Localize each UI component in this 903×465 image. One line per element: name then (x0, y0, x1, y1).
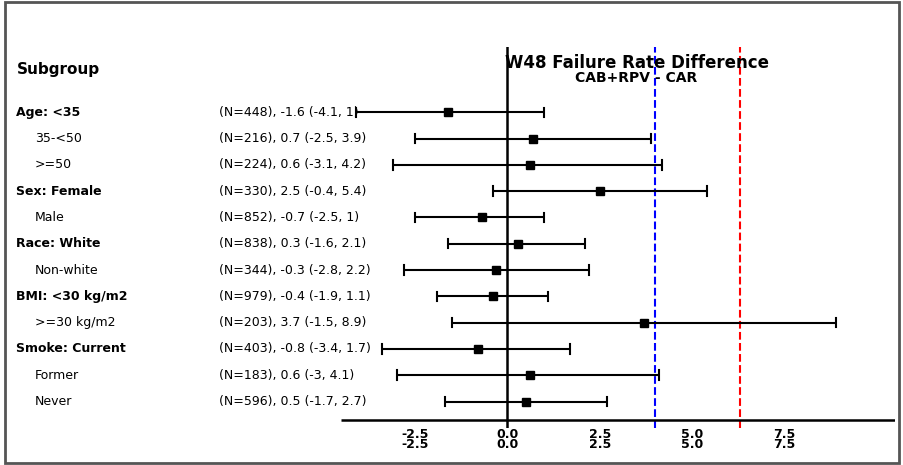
Text: (N=448), -1.6 (-4.1, 1): (N=448), -1.6 (-4.1, 1) (219, 106, 358, 119)
Text: CAB+RPV - CAR: CAB+RPV - CAR (575, 72, 697, 86)
Text: (N=216), 0.7 (-2.5, 3.9): (N=216), 0.7 (-2.5, 3.9) (219, 132, 367, 145)
Text: >=30 kg/m2: >=30 kg/m2 (35, 316, 116, 329)
Text: 7.5: 7.5 (772, 428, 795, 441)
Text: -2.5: -2.5 (401, 428, 428, 441)
Text: (N=838), 0.3 (-1.6, 2.1): (N=838), 0.3 (-1.6, 2.1) (219, 237, 367, 250)
Text: 35-<50: 35-<50 (35, 132, 81, 145)
Text: Age: <35: Age: <35 (16, 106, 80, 119)
Text: Sex: Female: Sex: Female (16, 185, 102, 198)
Text: 0.0: 0.0 (496, 428, 518, 441)
Text: (N=224), 0.6 (-3.1, 4.2): (N=224), 0.6 (-3.1, 4.2) (219, 159, 366, 171)
Text: BMI: <30 kg/m2: BMI: <30 kg/m2 (16, 290, 128, 303)
Text: (N=979), -0.4 (-1.9, 1.1): (N=979), -0.4 (-1.9, 1.1) (219, 290, 370, 303)
Text: Never: Never (35, 395, 72, 408)
Text: W48 Failure Rate Difference: W48 Failure Rate Difference (504, 54, 768, 73)
Text: (N=183), 0.6 (-3, 4.1): (N=183), 0.6 (-3, 4.1) (219, 369, 354, 382)
Text: Non-white: Non-white (35, 264, 98, 277)
Text: Race: White: Race: White (16, 237, 101, 250)
Text: 5.0: 5.0 (680, 428, 703, 441)
Text: Male: Male (35, 211, 64, 224)
Text: (N=403), -0.8 (-3.4, 1.7): (N=403), -0.8 (-3.4, 1.7) (219, 342, 371, 355)
Text: Smoke: Current: Smoke: Current (16, 342, 126, 355)
Text: (N=596), 0.5 (-1.7, 2.7): (N=596), 0.5 (-1.7, 2.7) (219, 395, 367, 408)
Text: (N=852), -0.7 (-2.5, 1): (N=852), -0.7 (-2.5, 1) (219, 211, 359, 224)
Text: (N=203), 3.7 (-1.5, 8.9): (N=203), 3.7 (-1.5, 8.9) (219, 316, 367, 329)
Text: (N=330), 2.5 (-0.4, 5.4): (N=330), 2.5 (-0.4, 5.4) (219, 185, 367, 198)
Text: (N=344), -0.3 (-2.8, 2.2): (N=344), -0.3 (-2.8, 2.2) (219, 264, 370, 277)
Text: >=50: >=50 (35, 159, 72, 171)
Text: Subgroup: Subgroup (16, 62, 99, 77)
Text: Former: Former (35, 369, 79, 382)
Text: 2.5: 2.5 (588, 428, 610, 441)
